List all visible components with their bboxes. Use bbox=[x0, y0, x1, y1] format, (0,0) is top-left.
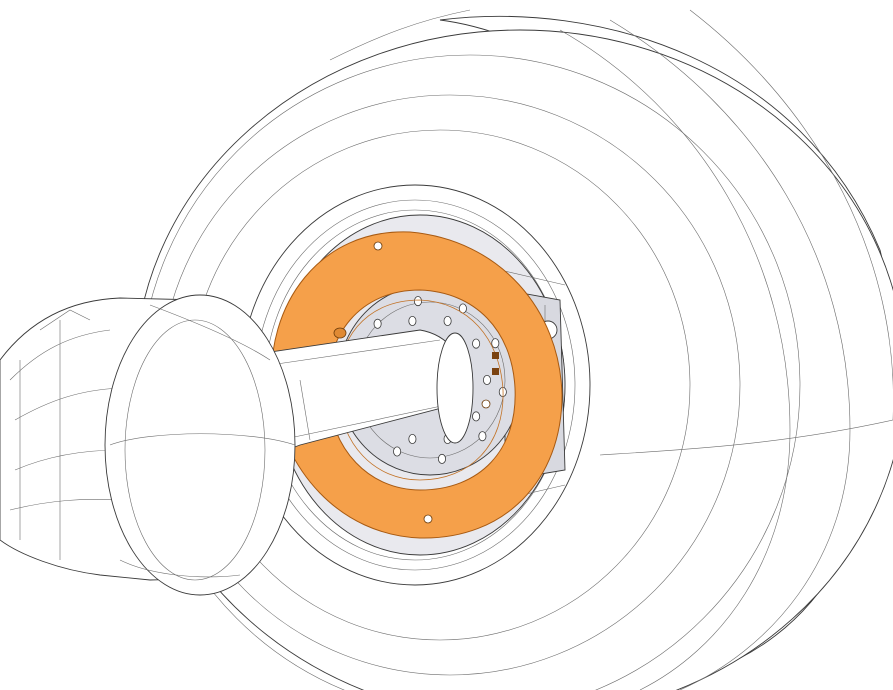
axle-housing bbox=[0, 294, 474, 596]
hub-bolt bbox=[408, 433, 417, 444]
hub-bolt bbox=[443, 315, 452, 326]
seal-ring-hole-right bbox=[481, 399, 491, 409]
hub-bolt bbox=[408, 315, 417, 326]
hub-bolt bbox=[393, 446, 402, 457]
axle-knuckle bbox=[104, 294, 296, 596]
hub-bolt bbox=[472, 411, 481, 422]
hub-bolt bbox=[437, 453, 446, 464]
seal-ring-hole-bottom bbox=[423, 514, 433, 524]
hub-bolt bbox=[478, 431, 487, 442]
hub-bolt bbox=[491, 338, 500, 349]
hub-bolt bbox=[482, 374, 491, 385]
seal-ring-hole-top bbox=[373, 241, 383, 251]
hub-bolt bbox=[413, 296, 422, 307]
hub-bolt bbox=[373, 318, 382, 329]
hub-bolt bbox=[472, 338, 481, 349]
seal-ring bbox=[270, 231, 563, 539]
seal-ring-body bbox=[270, 231, 563, 539]
